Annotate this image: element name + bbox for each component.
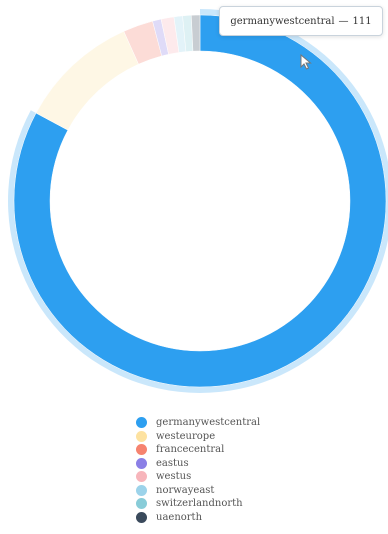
legend-label: francecentral xyxy=(156,444,225,456)
slice-westeurope[interactable] xyxy=(35,30,139,131)
tooltip-separator: — xyxy=(338,15,349,27)
legend-dot-icon xyxy=(136,417,147,429)
mouse-pointer-icon xyxy=(300,54,312,70)
legend-label: westeurope xyxy=(156,430,216,442)
legend-label: switzerlandnorth xyxy=(156,498,243,510)
chart-legend: germanywestcentral westeurope francecentra… xyxy=(136,416,260,524)
legend-item-francecentral[interactable]: francecentral xyxy=(136,443,260,457)
legend-label: westus xyxy=(156,471,192,483)
legend-item-westus[interactable]: westus xyxy=(136,470,260,484)
tooltip-label: germanywestcentral xyxy=(230,15,335,27)
legend-label: norwayeast xyxy=(156,484,215,496)
legend-label: eastus xyxy=(156,457,189,469)
legend-dot-icon xyxy=(136,444,147,456)
legend-item-eastus[interactable]: eastus xyxy=(136,457,260,471)
legend-dot-icon xyxy=(136,498,147,510)
legend-dot-icon xyxy=(136,484,147,496)
legend-item-germanywestcentral[interactable]: germanywestcentral xyxy=(136,416,260,430)
legend-dot-icon xyxy=(136,471,147,483)
donut-chart xyxy=(8,9,388,393)
tooltip-value: 111 xyxy=(352,15,372,27)
legend-item-westeurope[interactable]: westeurope xyxy=(136,430,260,444)
legend-dot-icon xyxy=(136,430,147,442)
legend-item-uaenorth[interactable]: uaenorth xyxy=(136,511,260,525)
legend-item-switzerlandnorth[interactable]: switzerlandnorth xyxy=(136,497,260,511)
slice-germanywestcentral[interactable] xyxy=(13,14,387,388)
legend-dot-icon xyxy=(136,457,147,469)
legend-item-norwayeast[interactable]: norwayeast xyxy=(136,484,260,498)
legend-label: germanywestcentral xyxy=(156,417,261,429)
legend-dot-icon xyxy=(136,511,147,523)
slice-halo-germanywestcentral xyxy=(8,9,388,393)
slice-uaenorth[interactable] xyxy=(191,14,201,52)
legend-label: uaenorth xyxy=(156,511,203,523)
chart-tooltip: germanywestcentral — 111 xyxy=(219,6,383,36)
